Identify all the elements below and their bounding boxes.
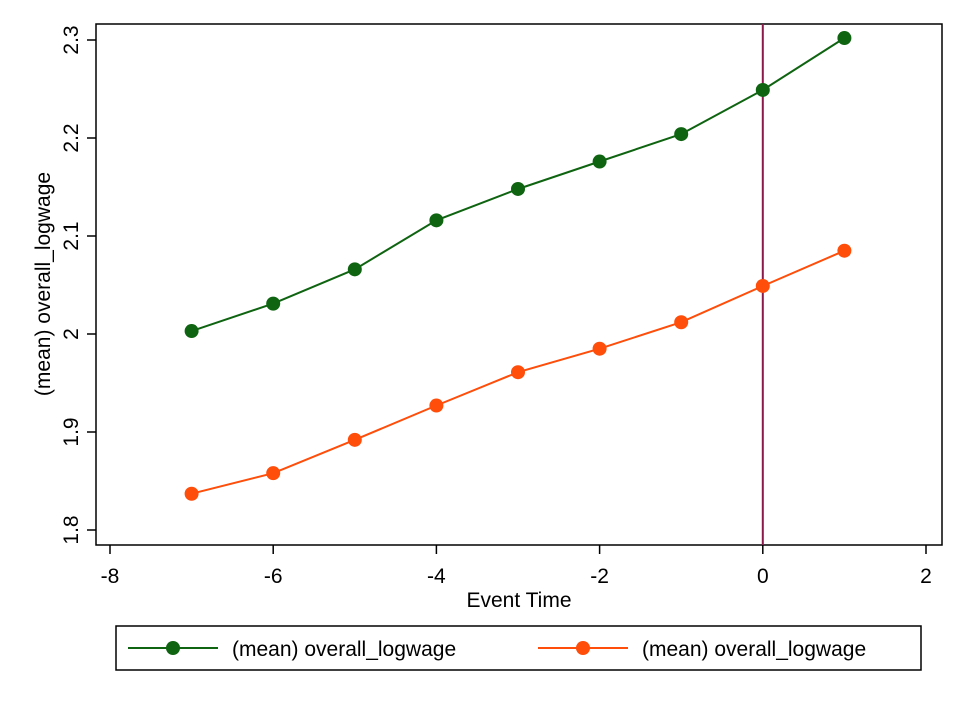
y-tick-label: 2.2 <box>60 123 83 152</box>
data-point <box>266 296 281 311</box>
x-tick-label: -8 <box>101 565 120 588</box>
x-tick-label: -2 <box>590 565 609 588</box>
plot-area <box>95 23 943 546</box>
data-point <box>347 262 362 277</box>
data-point <box>184 486 199 501</box>
legend-label-1: (mean) overall_logwage <box>232 638 456 661</box>
x-tick-label: -4 <box>427 565 446 588</box>
y-tick-label: 1.9 <box>60 417 83 446</box>
legend-box <box>115 625 922 671</box>
data-point <box>837 243 852 258</box>
x-tick-label: -6 <box>264 565 283 588</box>
data-point <box>184 324 199 339</box>
data-point <box>674 315 689 330</box>
y-tick-label: 2.1 <box>60 221 83 250</box>
data-point <box>266 466 281 481</box>
data-point <box>592 154 607 169</box>
axes: -8 -6 -4 -2 0 2 1.8 1.9 2 2.1 2.2 2.3 <box>60 25 932 588</box>
data-point <box>429 213 444 228</box>
data-point <box>755 82 770 97</box>
legend-swatch-marker-2 <box>576 641 590 655</box>
series-1 <box>184 31 852 339</box>
y-axis-label: (mean) overall_logwage <box>32 172 55 396</box>
y-tick-label: 1.8 <box>60 515 83 544</box>
data-point <box>511 365 525 380</box>
legend-label-2: (mean) overall_logwage <box>642 638 866 661</box>
data-point <box>837 31 852 46</box>
x-tick-label: 2 <box>920 565 932 588</box>
legend: (mean) overall_logwage (mean) overall_lo… <box>115 625 922 671</box>
data-point <box>429 398 444 413</box>
y-tick-label: 2 <box>60 328 83 340</box>
y-tick-label: 2.3 <box>60 25 83 54</box>
data-point <box>674 127 689 142</box>
data-point <box>592 341 607 356</box>
series-2 <box>184 243 852 501</box>
legend-swatch-marker-1 <box>166 641 180 655</box>
data-point <box>347 432 362 447</box>
data-point <box>511 181 525 196</box>
x-tick-label: 0 <box>757 565 769 588</box>
series-layer <box>184 31 852 501</box>
x-axis-label: Event Time <box>466 589 571 612</box>
data-point <box>755 278 770 293</box>
